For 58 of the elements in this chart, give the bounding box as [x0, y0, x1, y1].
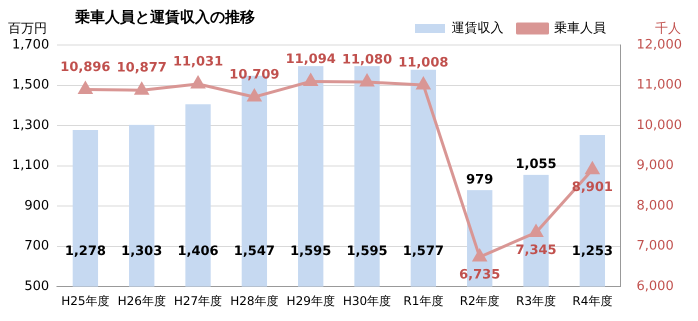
y2-tick-label: 7,000 — [636, 238, 674, 254]
data-label: 1,055 — [515, 157, 557, 172]
y-tick-label: 700 — [24, 238, 50, 254]
data-label: 11,031 — [172, 54, 224, 70]
y-tick-label: 1,500 — [12, 78, 50, 93]
point — [78, 82, 92, 94]
y2-tick-label: 10,000 — [636, 118, 682, 133]
y-tick-label: 500 — [24, 278, 50, 294]
point — [529, 224, 543, 237]
x-tick-label: R3年度 — [516, 294, 556, 308]
y2-tick-label: 6,000 — [636, 278, 674, 294]
x-tick-label: H29年度 — [286, 294, 335, 308]
y-tick-label: 1,300 — [12, 118, 50, 133]
y2-tick-label: 11,000 — [636, 78, 682, 93]
x-tick-label: R2年度 — [460, 294, 500, 308]
data-label: 1,595 — [346, 244, 388, 259]
data-label: 1,253 — [572, 244, 613, 259]
data-label: 979 — [466, 172, 494, 188]
data-label: 10,709 — [229, 67, 280, 82]
chart-title: 乗車人員と運賃収入の推移 — [74, 8, 255, 26]
data-label: 11,094 — [286, 52, 336, 67]
x-tick-label: H27年度 — [174, 294, 222, 308]
x-tick-label: R4年度 — [572, 294, 612, 308]
x-tick-label: R1年度 — [403, 294, 444, 308]
y-axis-title: 百万円 — [8, 21, 47, 36]
y-tick-label: 1,700 — [12, 37, 50, 52]
data-label: 11,008 — [398, 55, 448, 70]
y2-tick-label: 8,000 — [636, 198, 674, 214]
data-label: 1,303 — [121, 244, 162, 259]
point — [416, 77, 430, 90]
data-label: 10,877 — [116, 60, 167, 76]
y-tick-label: 1,100 — [12, 158, 50, 174]
x-tick-label: H25年度 — [61, 294, 110, 308]
data-label: 10,896 — [60, 60, 110, 75]
data-label: 11,080 — [342, 52, 392, 68]
x-tick-label: H28年度 — [230, 294, 279, 308]
legend-label: 運賃収入 — [452, 20, 504, 36]
y2-tick-label: 9,000 — [636, 158, 674, 174]
y2-tick-label: 12,000 — [636, 37, 682, 52]
point — [191, 76, 205, 89]
point — [304, 74, 318, 86]
x-tick-label: H26年度 — [118, 294, 166, 308]
y-tick-label: 900 — [24, 198, 50, 214]
data-label: 1,547 — [234, 244, 275, 259]
data-label: 7,345 — [515, 242, 557, 258]
point — [135, 82, 148, 95]
y2-axis-title: 千人 — [655, 21, 681, 36]
data-label: 1,595 — [290, 244, 332, 259]
point — [248, 89, 262, 102]
data-label: 1,278 — [64, 244, 106, 259]
data-label: 1,577 — [402, 244, 444, 259]
point — [360, 74, 374, 87]
point — [586, 162, 600, 174]
legend-label: 乗車人員 — [554, 20, 606, 36]
point — [472, 250, 486, 262]
data-label: 6,735 — [459, 267, 500, 282]
x-tick-label: H30年度 — [342, 294, 392, 308]
data-label: 1,406 — [177, 244, 219, 259]
